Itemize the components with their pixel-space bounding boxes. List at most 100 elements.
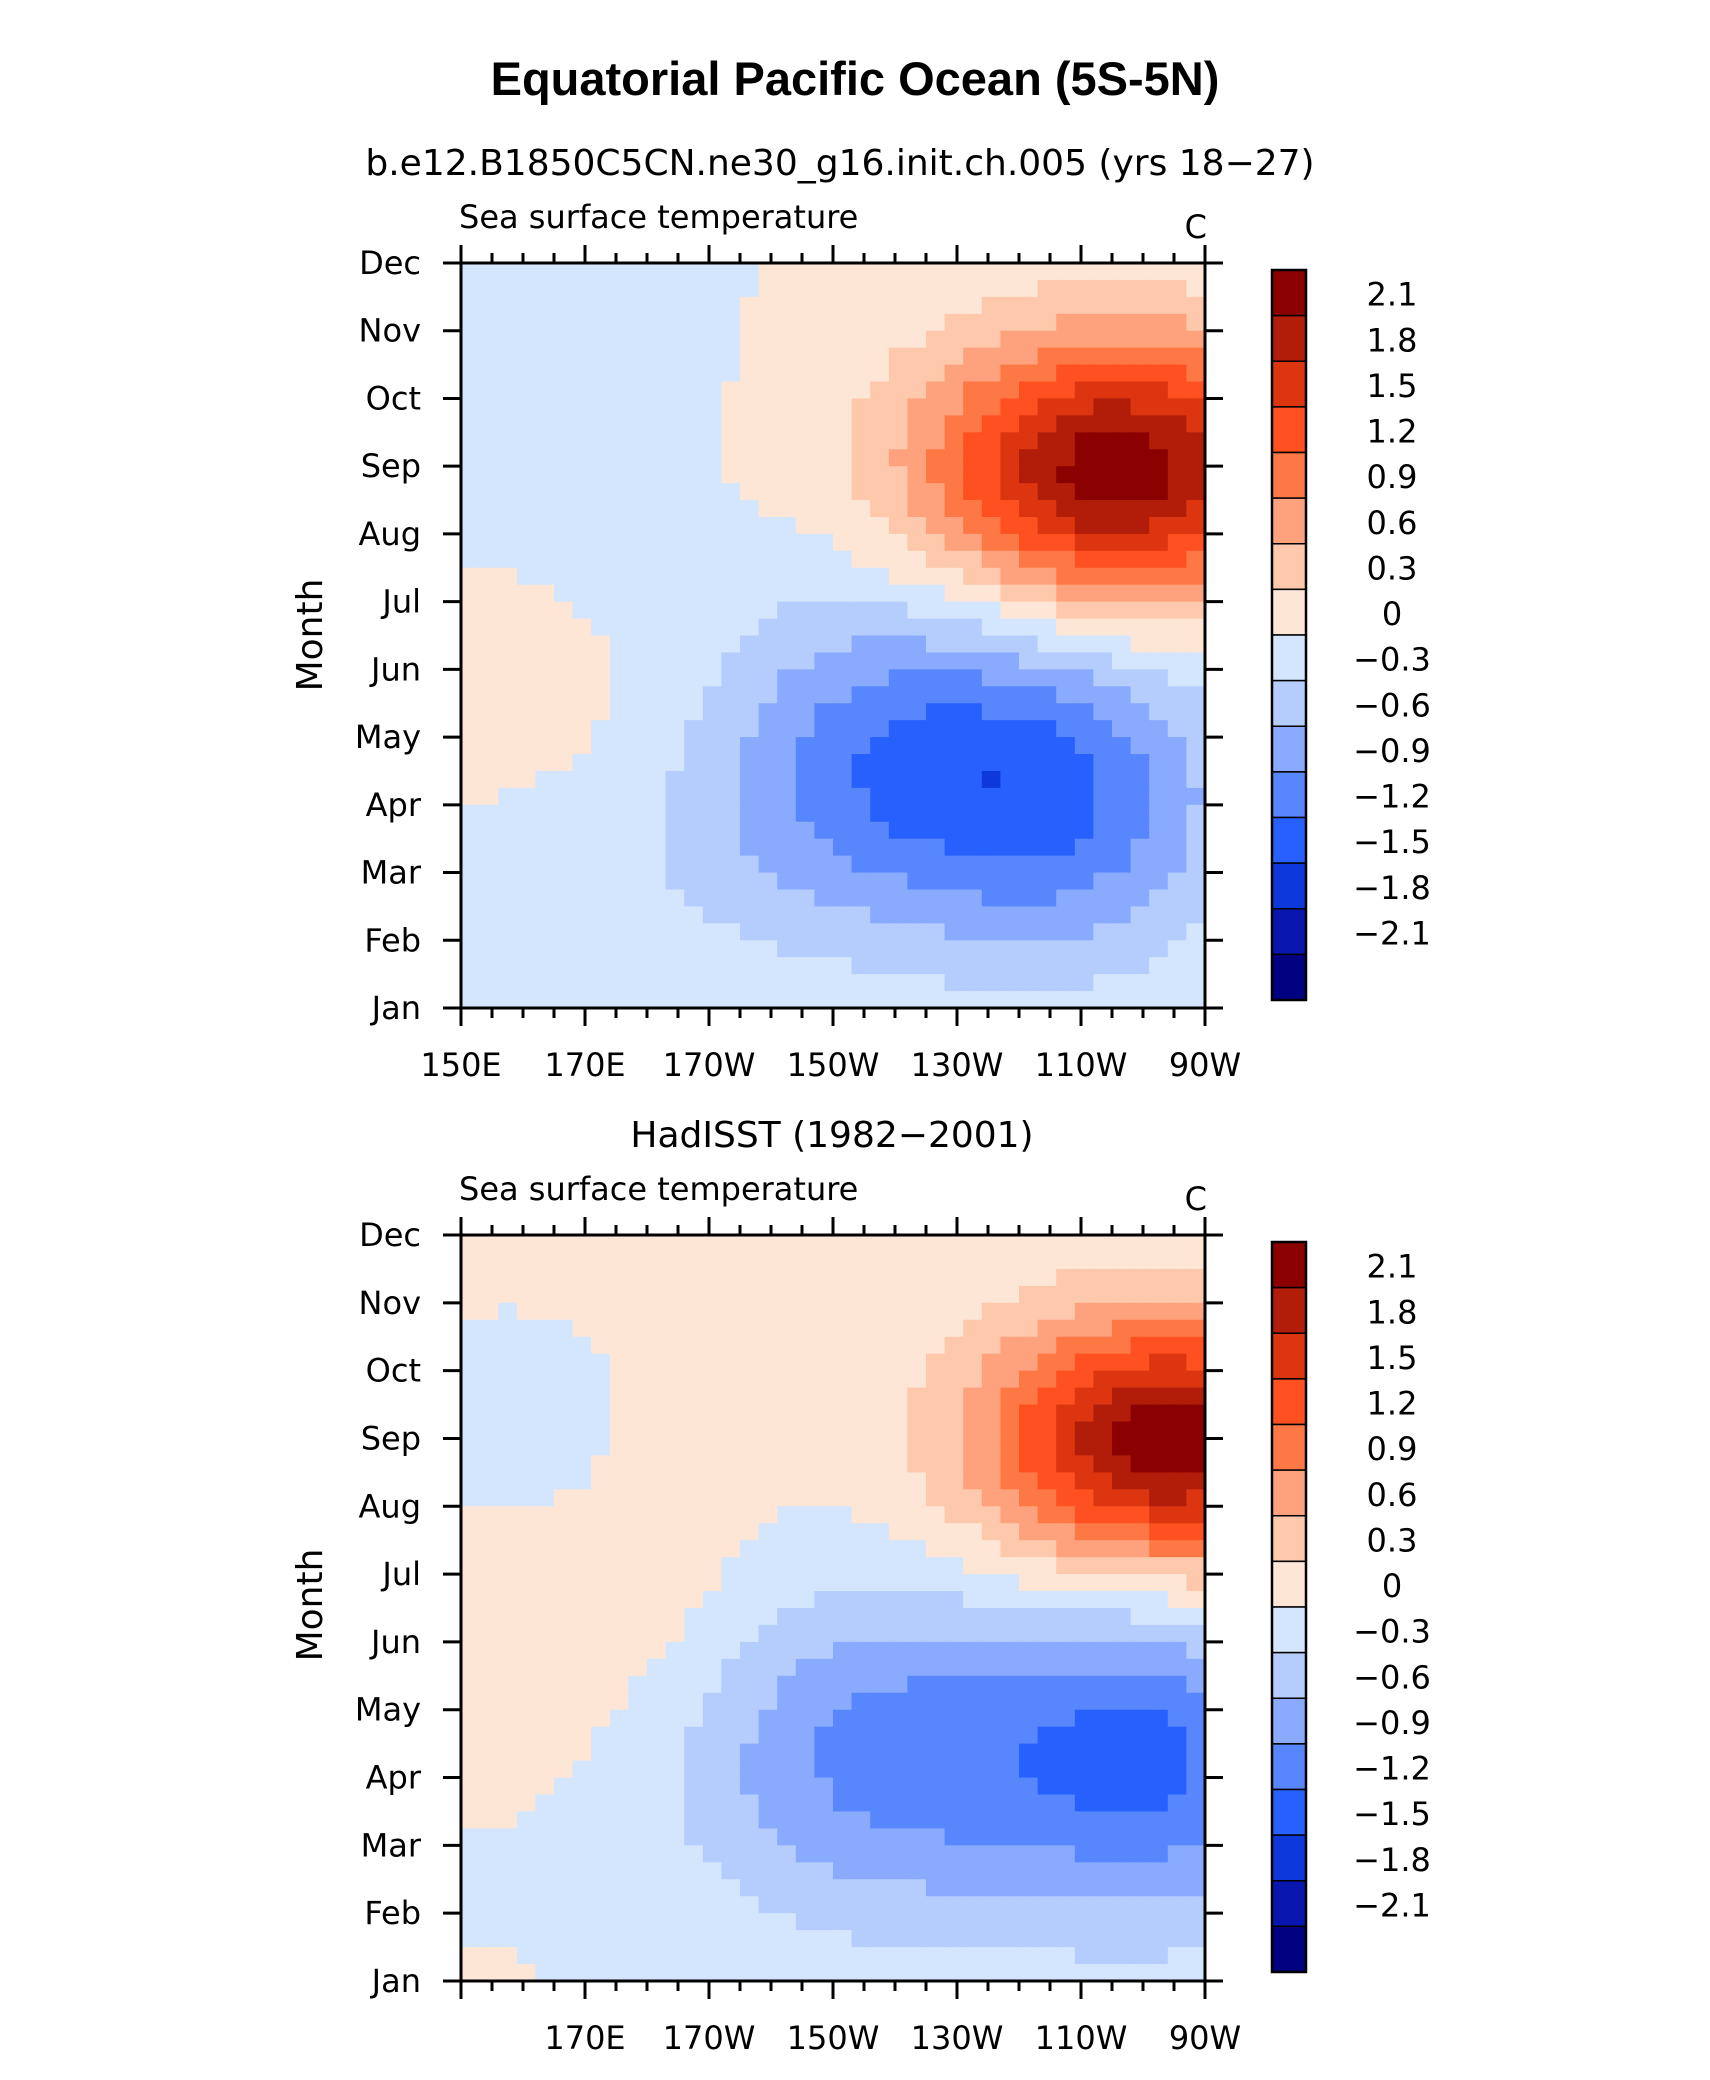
heatmap-cell: [981, 466, 1001, 484]
heatmap-cell: [907, 347, 927, 366]
heatmap-cell: [1167, 1743, 1187, 1762]
heatmap-cell: [740, 1591, 760, 1609]
heatmap-cell: [1112, 737, 1132, 755]
heatmap-cell: [1130, 449, 1150, 467]
heatmap-cell: [888, 804, 908, 823]
heatmap-cell: [647, 1964, 667, 1981]
heatmap-cell: [1112, 1404, 1132, 1423]
heatmap-cell: [963, 1930, 983, 1948]
heatmap-cell: [1167, 1608, 1187, 1626]
heatmap-cell: [777, 1641, 797, 1660]
heatmap-cell: [1167, 906, 1187, 924]
heatmap-cell: [1093, 1675, 1113, 1694]
heatmap-cell: [1186, 754, 1205, 772]
heatmap-cell: [814, 1235, 834, 1253]
heatmap-cell: [554, 449, 574, 467]
heatmap-cell: [963, 1658, 983, 1677]
heatmap-cell: [963, 1251, 983, 1270]
heatmap-cell: [1056, 1574, 1076, 1592]
heatmap-cell: [591, 686, 611, 704]
heatmap-cell: [591, 1641, 611, 1660]
heatmap-cell: [684, 1421, 704, 1440]
heatmap-cell: [628, 1692, 648, 1711]
heatmap-cell: [702, 449, 722, 467]
heatmap-cell: [833, 1692, 853, 1711]
heatmap-cell: [1130, 703, 1150, 721]
heatmap-cell: [498, 1540, 518, 1558]
heatmap-cell: [498, 821, 518, 840]
heatmap-cell: [870, 279, 890, 298]
heatmap-cell: [851, 1896, 871, 1914]
heatmap-cell: [758, 601, 778, 620]
heatmap-cell: [851, 720, 871, 738]
heatmap-cell: [665, 432, 685, 450]
heatmap-cell: [1130, 1353, 1150, 1372]
heatmap-cell: [684, 483, 704, 501]
heatmap-cell: [888, 1540, 908, 1558]
heatmap-cell: [907, 1658, 927, 1677]
heatmap-cell: [535, 957, 555, 975]
heatmap-cell: [702, 737, 722, 755]
heatmap-cell: [554, 1896, 574, 1914]
heatmap-cell: [740, 415, 760, 433]
heatmap-cell: [628, 804, 648, 823]
heatmap-cell: [1000, 1947, 1020, 1965]
heatmap-cell: [1000, 1370, 1020, 1389]
heatmap-cell: [926, 1353, 946, 1372]
heatmap-cell: [628, 1811, 648, 1829]
heatmap-cell: [1149, 1506, 1169, 1524]
heatmap-cell: [1167, 872, 1187, 891]
heatmap-cell: [1112, 804, 1132, 823]
heatmap-cell: [851, 618, 871, 637]
heatmap-cell: [1093, 483, 1113, 501]
heatmap-cell: [1000, 364, 1020, 383]
heatmap-cell: [572, 1675, 592, 1694]
heatmap-cell: [1130, 787, 1150, 806]
heatmap-cell: [888, 1726, 908, 1745]
heatmap-cell: [572, 1913, 592, 1931]
heatmap-cell: [498, 1743, 518, 1762]
heatmap-cell: [665, 1760, 685, 1779]
heatmap-cell: [944, 1455, 964, 1473]
heatmap-cell: [851, 652, 871, 670]
heatmap-cell: [516, 1336, 536, 1355]
heatmap-cell: [888, 263, 908, 281]
heatmap-cell: [833, 279, 853, 298]
heatmap-cell: [647, 974, 667, 992]
heatmap-cell: [981, 770, 1001, 789]
y-tick-label: Dec: [359, 1216, 421, 1254]
heatmap-cell: [609, 804, 629, 823]
heatmap-cell: [777, 720, 797, 738]
heatmap-cell: [535, 855, 555, 874]
heatmap-cell: [758, 1455, 778, 1473]
heatmap-cell: [665, 1641, 685, 1660]
heatmap-cell: [740, 1726, 760, 1745]
heatmap-cell: [665, 263, 685, 281]
heatmap-cell: [758, 787, 778, 806]
heatmap-cell: [758, 1574, 778, 1592]
heatmap-cell: [1149, 330, 1169, 349]
heatmap-cell: [572, 1726, 592, 1745]
heatmap-cell: [498, 974, 518, 992]
heatmap-cell: [479, 872, 499, 891]
heatmap-cell: [554, 703, 574, 721]
heatmap-cell: [944, 652, 964, 670]
heatmap-cell: [498, 754, 518, 772]
colorbar-swatch: [1271, 1515, 1307, 1563]
heatmap-cell: [609, 483, 629, 501]
heatmap-cell: [758, 1862, 778, 1880]
heatmap-cell: [628, 1353, 648, 1372]
heatmap-cell: [1074, 652, 1094, 670]
heatmap-cell: [814, 804, 834, 823]
heatmap-cell: [740, 1947, 760, 1965]
heatmap-cell: [907, 652, 927, 670]
heatmap-cell: [851, 263, 871, 281]
heatmap-cell: [851, 635, 871, 654]
heatmap-cell: [1112, 1438, 1132, 1456]
heatmap-cell: [1093, 872, 1113, 891]
heatmap-cell: [721, 533, 741, 552]
heatmap-cell: [1074, 974, 1094, 992]
heatmap-cell: [851, 1319, 871, 1338]
heatmap-cell: [665, 1658, 685, 1677]
heatmap-cell: [498, 855, 518, 874]
